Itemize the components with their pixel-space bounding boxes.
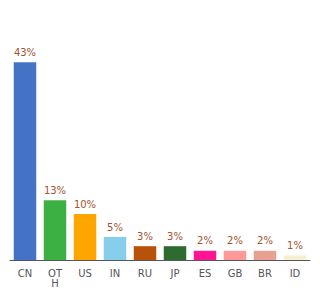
svg-text:5%: 5%: [107, 222, 123, 233]
svg-text:H: H: [51, 278, 59, 289]
svg-text:3%: 3%: [137, 231, 153, 242]
svg-text:3%: 3%: [167, 231, 183, 242]
svg-text:US: US: [78, 268, 92, 279]
svg-text:2%: 2%: [227, 235, 243, 246]
svg-text:13%: 13%: [44, 185, 66, 196]
svg-text:GB: GB: [228, 268, 243, 279]
svg-text:ID: ID: [290, 268, 301, 279]
svg-text:RU: RU: [138, 268, 152, 279]
svg-text:CN: CN: [18, 268, 32, 279]
svg-text:43%: 43%: [14, 47, 36, 58]
svg-text:ES: ES: [199, 268, 212, 279]
svg-text:1%: 1%: [287, 240, 303, 251]
svg-text:OT: OT: [48, 267, 62, 279]
svg-text:JP: JP: [170, 268, 180, 279]
svg-text:10%: 10%: [74, 199, 96, 210]
svg-text:2%: 2%: [257, 235, 273, 246]
svg-text:BR: BR: [258, 268, 272, 279]
svg-text:2%: 2%: [197, 235, 213, 246]
svg-text:IN: IN: [110, 268, 120, 279]
